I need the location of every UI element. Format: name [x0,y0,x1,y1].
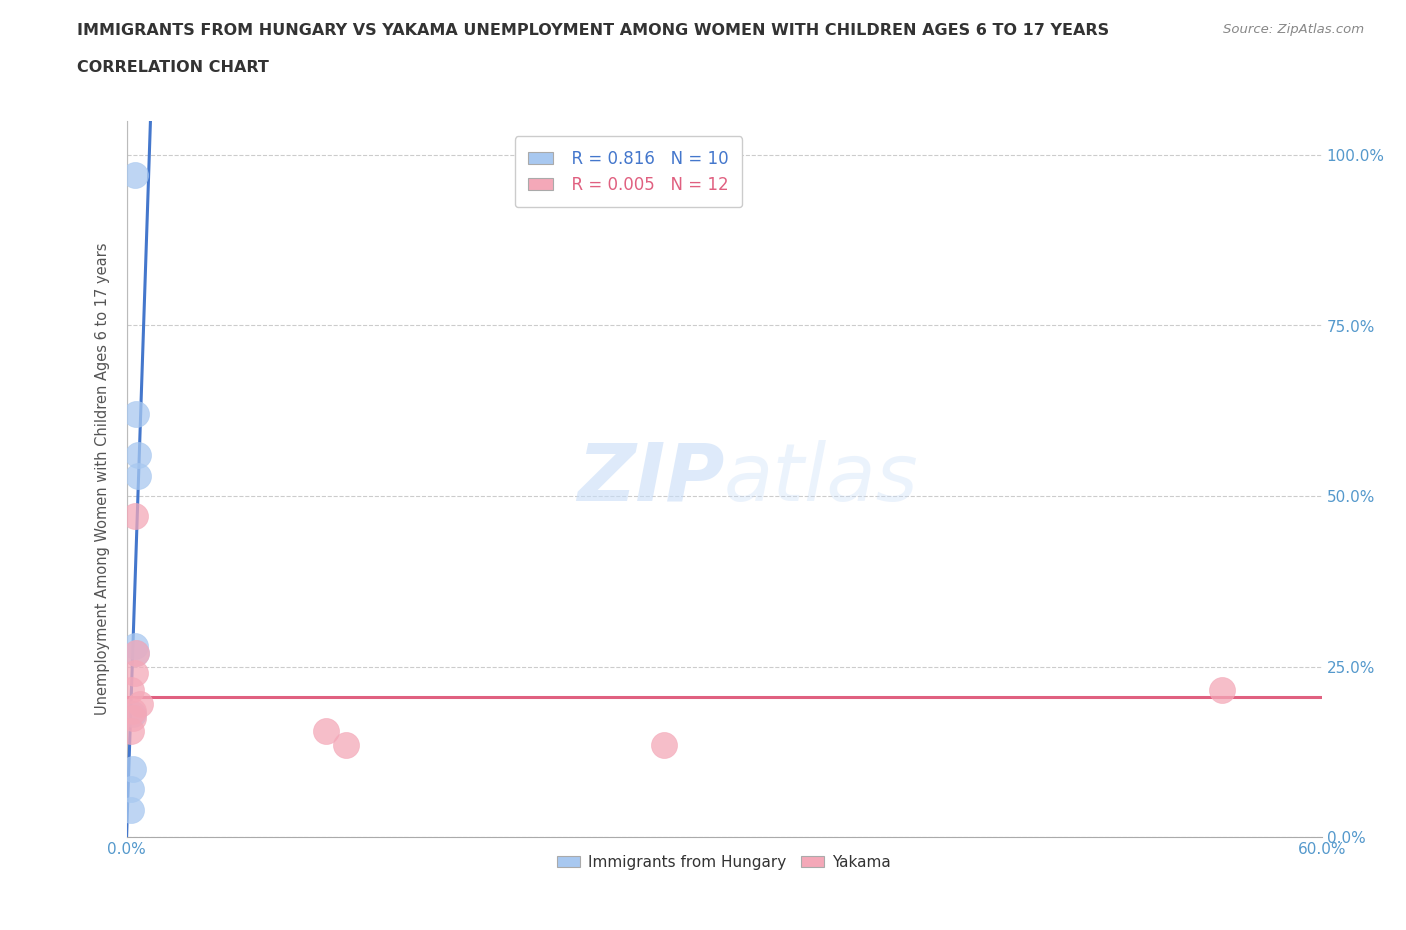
Text: IMMIGRANTS FROM HUNGARY VS YAKAMA UNEMPLOYMENT AMONG WOMEN WITH CHILDREN AGES 6 : IMMIGRANTS FROM HUNGARY VS YAKAMA UNEMPL… [77,23,1109,38]
Text: CORRELATION CHART: CORRELATION CHART [77,60,269,75]
Point [125,645,148,660]
Point [121,711,143,725]
Point [120,782,142,797]
Point [127,447,149,462]
Point [121,762,143,777]
Point [120,683,142,698]
Text: atlas: atlas [724,440,920,518]
Point [121,703,143,718]
Point [120,724,142,738]
Y-axis label: Unemployment Among Women with Children Ages 6 to 17 years: Unemployment Among Women with Children A… [94,243,110,715]
Point [124,666,146,681]
Point [1211,683,1233,698]
Point [125,645,148,660]
Legend: Immigrants from Hungary, Yakama: Immigrants from Hungary, Yakama [551,849,897,876]
Point [121,707,143,722]
Point [335,737,357,752]
Point [124,168,146,183]
Point [315,724,337,738]
Point [652,737,675,752]
Text: Source: ZipAtlas.com: Source: ZipAtlas.com [1223,23,1364,36]
Point [127,468,149,483]
Text: ZIP: ZIP [576,440,724,518]
Point [125,406,148,421]
Point [120,803,142,817]
Point [124,509,146,524]
Point [124,639,146,654]
Point [129,697,152,711]
